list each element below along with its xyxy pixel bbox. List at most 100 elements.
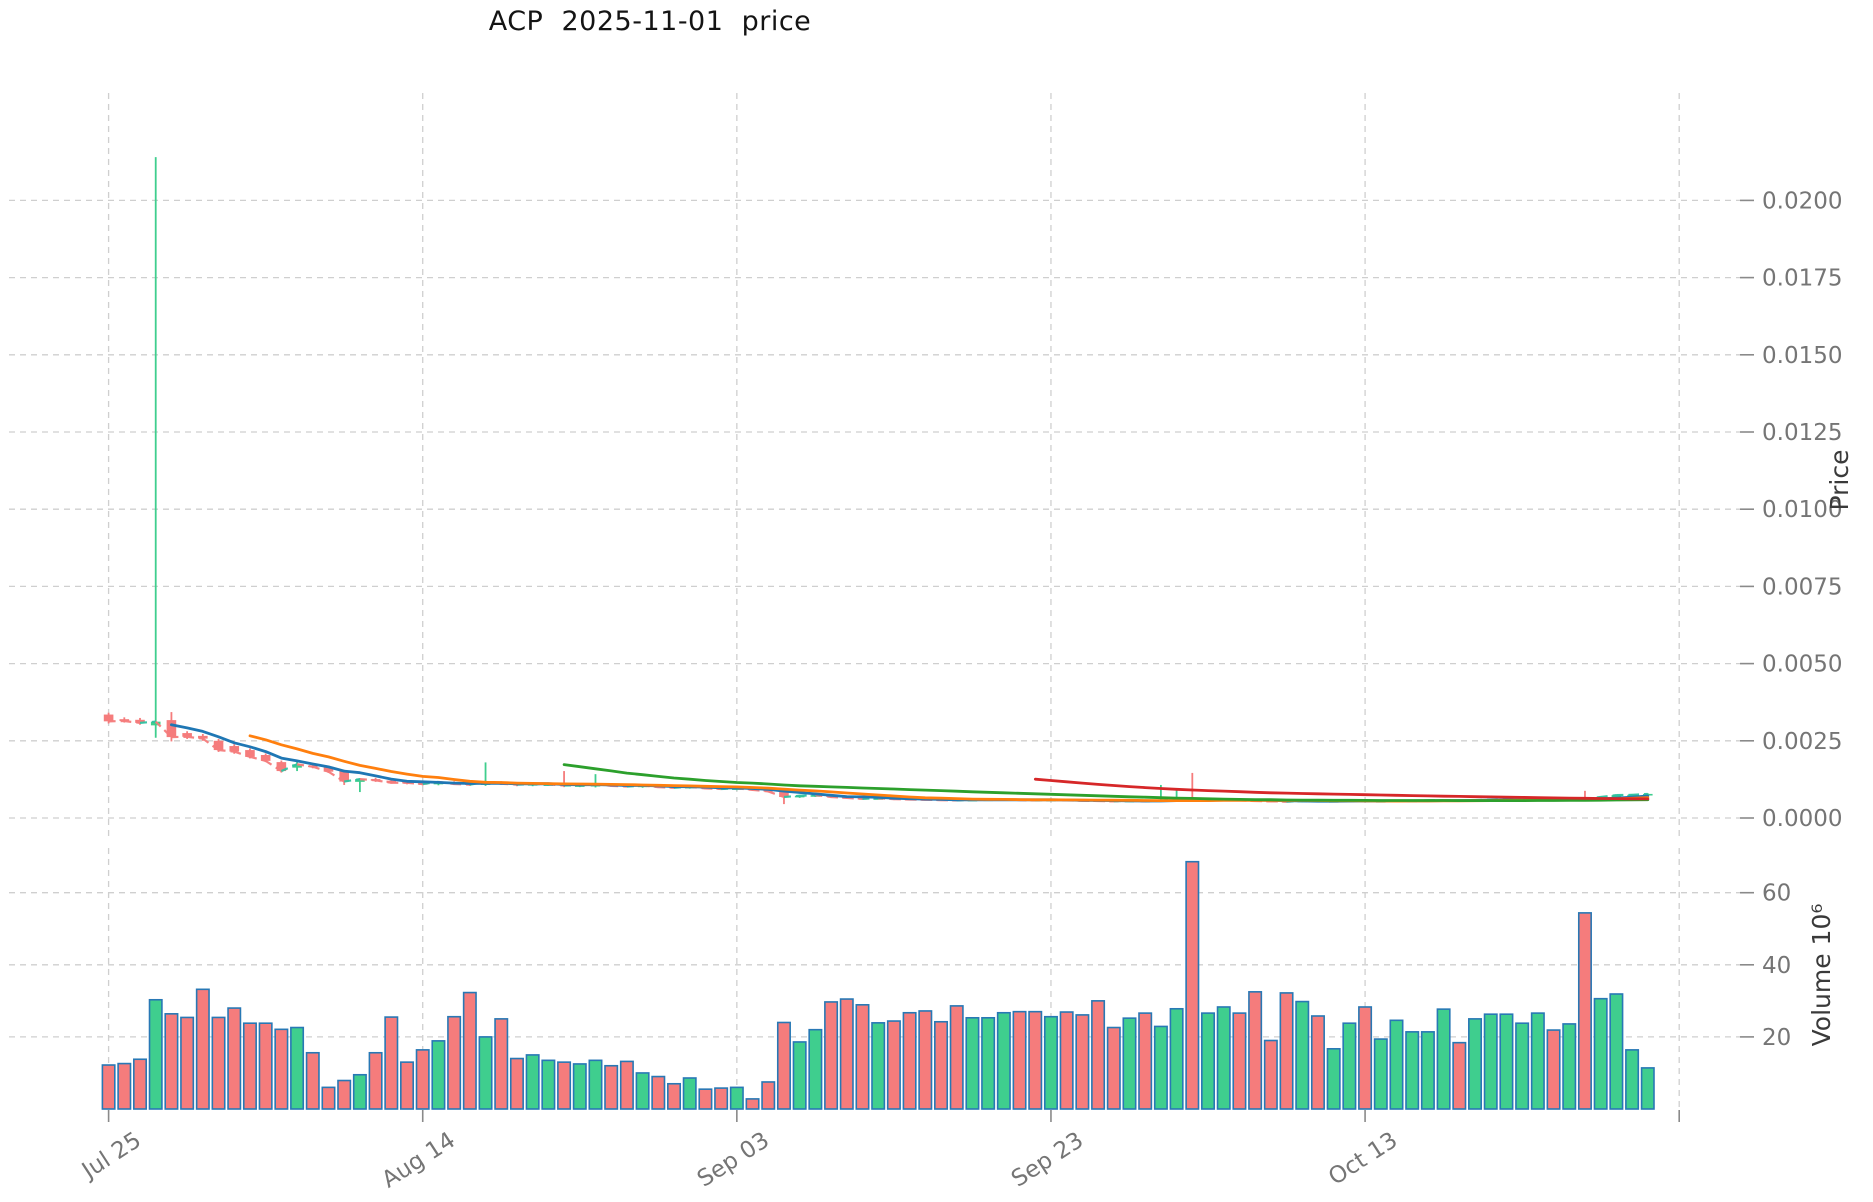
volume-bar — [871, 1022, 886, 1110]
candle-body — [135, 719, 145, 723]
volume-bar — [211, 1016, 226, 1110]
grid-layer — [9, 93, 1740, 1110]
volume-bar — [1185, 860, 1200, 1110]
volume-bar — [1263, 1039, 1278, 1110]
chart-title: ACP 2025-11-01 price — [488, 6, 812, 37]
volume-bar — [242, 1022, 257, 1110]
price-tick-label: 0.0125 — [1762, 420, 1842, 446]
volume-bar — [321, 1086, 336, 1110]
volume-bar — [934, 1020, 949, 1110]
volume-bar — [588, 1059, 603, 1110]
volume-bar — [761, 1081, 776, 1110]
volume-bar — [619, 1060, 634, 1110]
volume-tick-label: 40 — [1762, 953, 1791, 979]
candle-body — [150, 721, 161, 726]
ma-line-60 — [1033, 777, 1650, 801]
volume-bar — [1169, 1007, 1184, 1110]
candle-body — [355, 779, 365, 782]
candle-body — [323, 766, 334, 772]
volume-bar — [368, 1051, 383, 1110]
volume-bar — [996, 1011, 1011, 1110]
volume-bar — [965, 1016, 980, 1110]
volume-bar — [1043, 1015, 1058, 1110]
volume-bar — [1577, 912, 1592, 1110]
volume-bar — [886, 1020, 901, 1110]
volume-bar — [1342, 1022, 1357, 1110]
volume-bar — [1106, 1026, 1121, 1110]
close-dash-segment — [344, 778, 361, 783]
volume-bar — [148, 998, 163, 1110]
close-dash-segment — [406, 781, 423, 786]
volume-bar — [729, 1086, 744, 1110]
volume-bar — [1279, 992, 1294, 1110]
volume-bar — [1122, 1017, 1137, 1110]
candle-body — [198, 735, 208, 739]
volume-bar — [824, 1001, 839, 1110]
close-dash-segment — [1600, 794, 1617, 799]
close-dash-segment — [202, 737, 220, 751]
volume-bars-layer — [101, 860, 1655, 1110]
volume-bar — [180, 1016, 195, 1110]
volume-bar — [227, 1007, 242, 1110]
volume-bar — [682, 1077, 697, 1110]
volume-bar — [1499, 1013, 1514, 1110]
close-dash-segment — [752, 788, 769, 793]
candle-body — [182, 733, 192, 737]
volume-bar — [164, 1013, 179, 1110]
x-tick-label: Oct 13 — [1324, 1127, 1402, 1190]
volume-bar — [902, 1011, 917, 1110]
x-tick-label: Aug 14 — [377, 1127, 460, 1193]
close-dash-segment — [280, 763, 298, 773]
close-dash-segment — [249, 755, 266, 762]
volume-bar — [635, 1072, 650, 1110]
candle-body — [779, 790, 789, 798]
price-axis-label: Price — [1825, 450, 1854, 511]
volume-bar — [305, 1051, 320, 1110]
volume-bar — [1153, 1025, 1168, 1110]
volume-bar — [572, 1063, 587, 1110]
price-tick-label: 0.0100 — [1762, 497, 1842, 523]
volume-bar — [1326, 1047, 1341, 1110]
volume-bar — [195, 988, 210, 1110]
volume-bar — [384, 1016, 399, 1110]
volume-bar — [1436, 1008, 1451, 1110]
close-dash-segment — [359, 777, 376, 782]
volume-bar — [1059, 1011, 1074, 1110]
close-dash-segment — [846, 796, 863, 800]
close-dash-segment — [296, 763, 313, 768]
volume-bar — [1609, 993, 1624, 1110]
volume-tick-label: 60 — [1762, 881, 1791, 907]
price-tick-label: 0.0025 — [1762, 729, 1842, 755]
volume-bar — [667, 1082, 682, 1110]
volume-bar — [117, 1062, 132, 1110]
candle-body — [339, 771, 349, 782]
volume-bar — [1405, 1031, 1420, 1110]
candle-body — [245, 750, 255, 757]
candle-body — [292, 764, 302, 768]
x-tick-label: Sep 03 — [693, 1127, 774, 1192]
volume-bar — [415, 1049, 430, 1110]
candle-body — [260, 755, 271, 761]
volume-bar — [1468, 1018, 1483, 1110]
volume-bar — [1012, 1010, 1027, 1110]
volume-bar — [352, 1073, 367, 1110]
volume-bar — [981, 1016, 996, 1110]
volume-bar — [1546, 1029, 1561, 1110]
volume-bar — [1248, 991, 1263, 1110]
volume-bar — [1373, 1038, 1388, 1110]
volume-bar — [745, 1098, 760, 1110]
close-dash-segment — [767, 790, 785, 799]
volume-bar — [1310, 1015, 1325, 1110]
volume-bar — [1640, 1067, 1655, 1110]
price-tick-label: 0.0200 — [1762, 188, 1842, 214]
volume-bar — [258, 1022, 273, 1110]
volume-bar — [839, 998, 854, 1110]
x-tick-label: Jul 25 — [76, 1127, 146, 1185]
candle-body — [103, 714, 114, 722]
close-dash-segment — [124, 719, 141, 724]
volume-bar — [290, 1026, 305, 1110]
volume-bar — [1593, 997, 1608, 1110]
close-dash-segment — [1632, 792, 1648, 796]
